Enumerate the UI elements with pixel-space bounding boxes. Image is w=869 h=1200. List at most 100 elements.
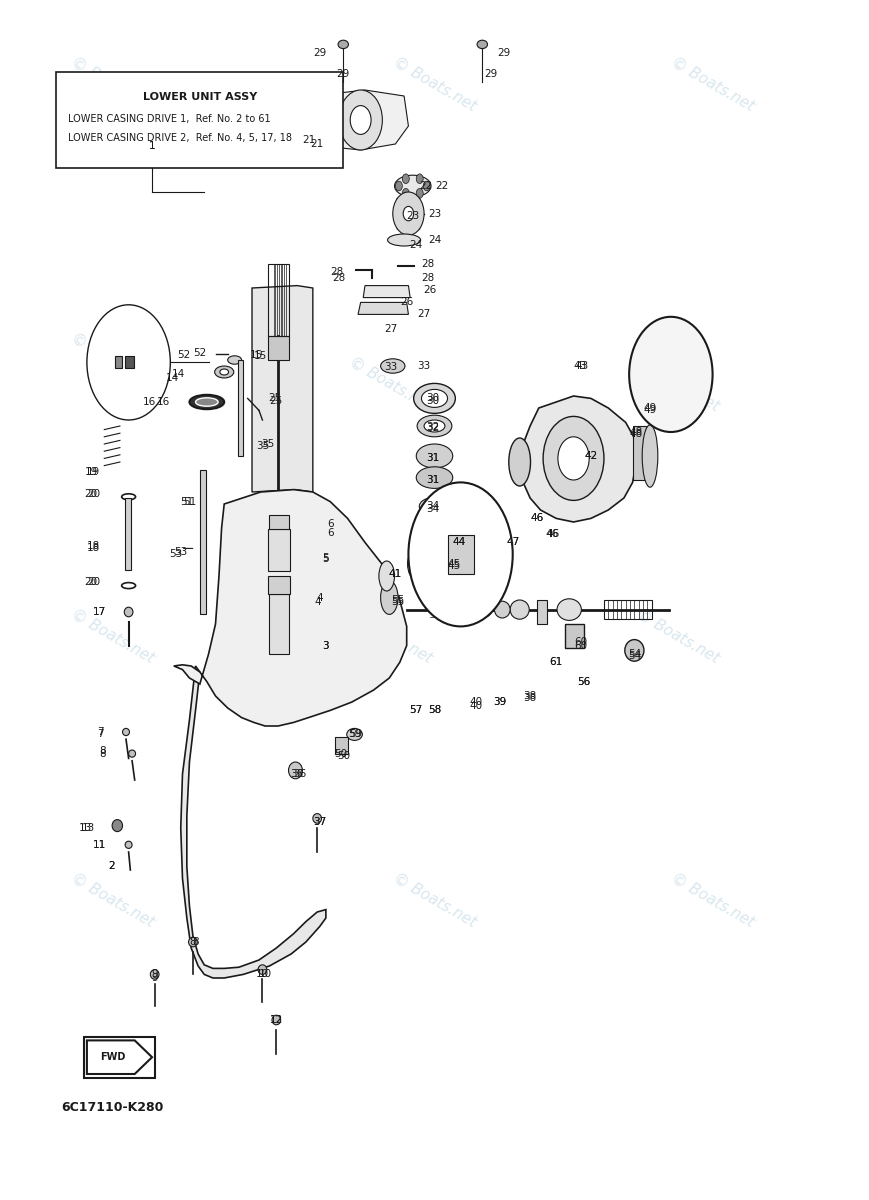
- Text: 28: 28: [332, 274, 346, 283]
- Polygon shape: [521, 396, 636, 522]
- Ellipse shape: [124, 607, 133, 617]
- Text: 11: 11: [93, 840, 107, 850]
- Text: 45: 45: [447, 562, 461, 571]
- Circle shape: [339, 90, 382, 150]
- Text: 61: 61: [549, 658, 563, 667]
- Text: 1: 1: [149, 142, 156, 151]
- Text: © Boats.net: © Boats.net: [69, 330, 157, 390]
- Text: 50: 50: [334, 749, 348, 758]
- Polygon shape: [363, 286, 410, 298]
- Text: 3: 3: [322, 641, 329, 650]
- Text: © Boats.net: © Boats.net: [668, 870, 757, 930]
- Text: 21: 21: [310, 139, 324, 149]
- Text: 10: 10: [258, 970, 272, 979]
- Text: 43: 43: [574, 361, 587, 371]
- Text: 38: 38: [523, 691, 537, 701]
- Text: 24: 24: [428, 235, 441, 245]
- Text: 59: 59: [348, 730, 362, 739]
- Text: FWD: FWD: [100, 1052, 126, 1062]
- Text: 36: 36: [293, 769, 307, 779]
- Text: 8: 8: [99, 746, 106, 756]
- Ellipse shape: [129, 750, 136, 757]
- Bar: [269, 594, 289, 654]
- Text: 23: 23: [406, 211, 420, 221]
- Text: 6: 6: [327, 520, 334, 529]
- Ellipse shape: [196, 397, 218, 406]
- Text: 31: 31: [426, 454, 440, 463]
- Text: 5: 5: [322, 553, 329, 563]
- Text: 23: 23: [428, 209, 441, 218]
- Text: 30: 30: [426, 396, 440, 406]
- Circle shape: [629, 317, 713, 432]
- Text: 3: 3: [465, 560, 474, 572]
- Text: 55: 55: [391, 595, 405, 605]
- Text: 49: 49: [643, 403, 657, 413]
- Text: 8: 8: [99, 749, 106, 758]
- Ellipse shape: [150, 970, 159, 979]
- Ellipse shape: [379, 560, 395, 590]
- Ellipse shape: [123, 728, 129, 736]
- Text: 41: 41: [388, 569, 402, 578]
- Text: 57: 57: [408, 706, 422, 715]
- Ellipse shape: [478, 602, 492, 617]
- Text: 25: 25: [268, 394, 282, 403]
- Text: 53: 53: [174, 547, 188, 557]
- Bar: [268, 264, 289, 336]
- Text: 44: 44: [452, 538, 466, 547]
- Circle shape: [402, 188, 409, 198]
- FancyBboxPatch shape: [84, 1037, 155, 1078]
- Ellipse shape: [557, 599, 581, 620]
- Text: 28: 28: [330, 268, 344, 277]
- Bar: [335, 737, 348, 754]
- Text: 27: 27: [417, 310, 431, 319]
- Text: 43: 43: [575, 361, 589, 371]
- Ellipse shape: [112, 820, 123, 832]
- Ellipse shape: [258, 965, 267, 974]
- Text: 2: 2: [108, 862, 115, 871]
- Text: 31: 31: [426, 475, 440, 485]
- Bar: [268, 529, 290, 571]
- Text: 61: 61: [549, 658, 563, 667]
- Text: 14: 14: [171, 370, 185, 379]
- Text: 1: 1: [149, 142, 156, 151]
- Text: 29: 29: [484, 70, 498, 79]
- Text: 35: 35: [255, 442, 269, 451]
- Text: 54: 54: [627, 649, 641, 659]
- Text: 51: 51: [180, 497, 194, 506]
- Text: 50: 50: [336, 751, 350, 761]
- Circle shape: [395, 181, 402, 191]
- Text: 28: 28: [421, 259, 434, 269]
- Text: 33: 33: [384, 362, 398, 372]
- Ellipse shape: [289, 762, 302, 779]
- Polygon shape: [308, 90, 408, 150]
- Text: 46: 46: [547, 529, 561, 539]
- Bar: [200, 470, 206, 614]
- Text: 52: 52: [177, 350, 191, 360]
- Circle shape: [393, 192, 424, 235]
- Ellipse shape: [476, 521, 497, 563]
- Text: 29: 29: [336, 70, 350, 79]
- Text: 52: 52: [193, 348, 207, 358]
- Polygon shape: [358, 302, 408, 314]
- Bar: [115, 356, 122, 368]
- Text: 60: 60: [574, 641, 587, 650]
- Text: © Boats.net: © Boats.net: [347, 354, 435, 414]
- Polygon shape: [252, 286, 313, 492]
- Text: 31: 31: [426, 454, 440, 463]
- Polygon shape: [174, 490, 407, 726]
- Text: 58: 58: [428, 706, 441, 715]
- Ellipse shape: [421, 389, 448, 407]
- Circle shape: [543, 416, 604, 500]
- Text: 6C17110-K280: 6C17110-K280: [61, 1100, 163, 1114]
- Polygon shape: [181, 666, 326, 978]
- Text: 38: 38: [523, 694, 537, 703]
- Text: 51: 51: [182, 497, 196, 506]
- Text: 10: 10: [255, 970, 269, 979]
- Bar: [633, 426, 646, 480]
- Ellipse shape: [424, 420, 445, 432]
- Text: 18: 18: [87, 544, 101, 553]
- Bar: [268, 576, 290, 594]
- Bar: [269, 515, 289, 529]
- Text: 11: 11: [93, 840, 107, 850]
- Text: 4: 4: [315, 598, 322, 607]
